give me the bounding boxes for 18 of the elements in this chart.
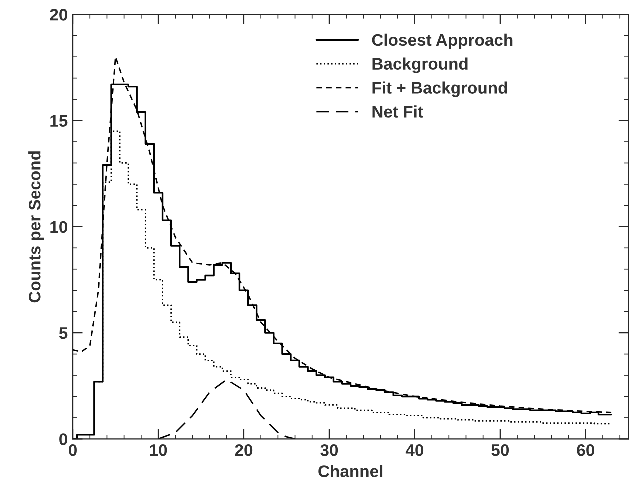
legend-label: Fit + Background — [372, 82, 508, 98]
y-tick-label: 15 — [50, 115, 68, 127]
y-tick-label: 20 — [50, 9, 68, 21]
legend-label: Background — [372, 58, 468, 74]
y-tick-label: 5 — [59, 328, 68, 340]
x-tick-label: 30 — [320, 444, 338, 456]
y-axis-title: Counts per Second — [28, 152, 44, 303]
x-tick-label: 60 — [577, 444, 594, 456]
x-axis-title: Channel — [318, 465, 383, 478]
x-tick-label: 10 — [150, 444, 168, 456]
y-tick-label: 10 — [50, 221, 68, 234]
legend-label: Closest Approach — [372, 34, 513, 50]
x-tick-label: 50 — [492, 444, 510, 456]
y-tick-label: 0 — [60, 434, 68, 446]
x-tick-label: 20 — [235, 444, 253, 456]
legend-label: Net Fit — [372, 106, 424, 118]
x-tick-label: 40 — [406, 444, 424, 456]
x-tick-label: 0 — [69, 444, 77, 456]
